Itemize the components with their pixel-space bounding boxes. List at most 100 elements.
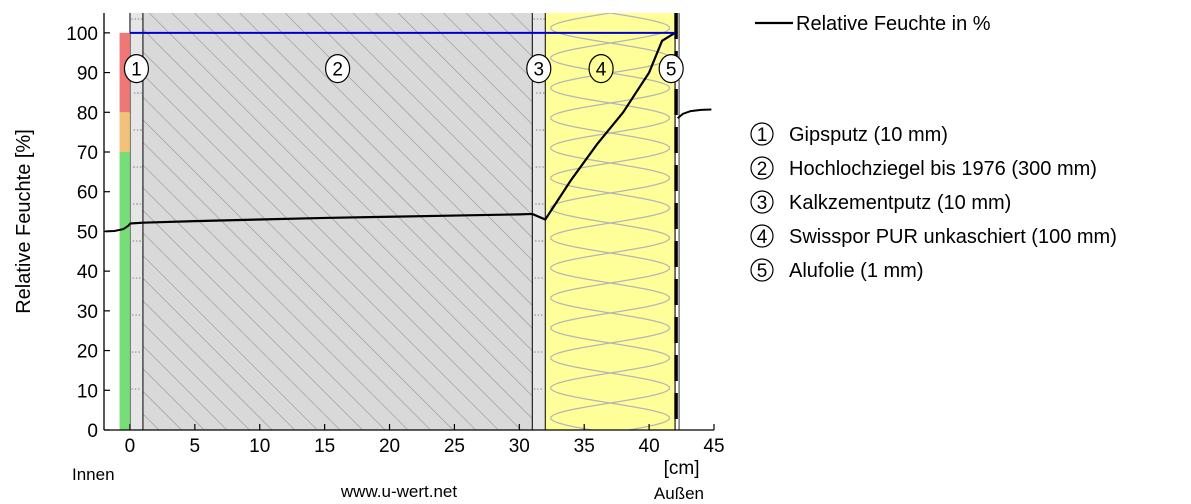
x-tick-label: 5 xyxy=(190,436,201,457)
plaster-dot xyxy=(136,203,138,205)
layer-marker-2 xyxy=(325,53,351,84)
plaster-dot xyxy=(536,92,538,94)
plaster-dot xyxy=(131,314,134,316)
air-curve-inside xyxy=(105,222,131,233)
legend-marker-1-number: 1 xyxy=(757,125,768,146)
watermark: www.u-wert.net xyxy=(340,482,457,501)
legend-label: Relative Feuchte in % xyxy=(796,13,991,35)
plaster-dot xyxy=(134,18,137,20)
plaster-dot xyxy=(138,314,141,316)
plaster-dot xyxy=(133,129,136,131)
plaster-dot xyxy=(138,351,140,353)
x-tick-label: 10 xyxy=(249,436,270,457)
plaster-dot xyxy=(131,388,134,390)
legend-marker-2 xyxy=(750,156,774,180)
y-tick-label: 0 xyxy=(87,421,98,442)
insulation-wave xyxy=(550,13,671,430)
air-curve-outside xyxy=(677,108,712,120)
x-tick-label: 0 xyxy=(125,436,136,457)
y-tick-label: 80 xyxy=(77,103,98,124)
plaster-dot xyxy=(533,388,536,390)
layer-marker-3-number: 3 xyxy=(533,60,544,81)
legend-marker-5-number: 5 xyxy=(757,261,768,282)
plaster-dot xyxy=(140,92,143,94)
plaster-dot xyxy=(541,314,543,316)
plaster-dot xyxy=(542,92,545,94)
plaster-dot xyxy=(136,129,139,131)
legend-layer-2: Hochlochziegel bis 1976 (300 mm) xyxy=(789,158,1097,180)
plaster-dot xyxy=(135,351,137,353)
wall-layers xyxy=(129,13,682,430)
plaster-dot xyxy=(139,166,142,168)
legend-layer-3: Kalkzementputz (10 mm) xyxy=(789,192,1011,214)
plaster-dot xyxy=(541,203,544,205)
layer-marker-1 xyxy=(123,53,150,84)
series-lines xyxy=(105,31,712,233)
layer-marker-1-number: 1 xyxy=(131,60,142,81)
x-axis-unit: [cm] xyxy=(664,458,700,479)
humidity-scale-70-80 xyxy=(119,112,130,152)
plaster-dot xyxy=(533,18,536,20)
plaster-dot xyxy=(138,277,141,279)
y-tick-label: 100 xyxy=(66,24,98,45)
plaster-dot xyxy=(539,129,541,131)
plaster-dot xyxy=(534,351,536,353)
plaster-dot xyxy=(135,240,138,242)
plaster-dot xyxy=(541,240,544,242)
y-tick-label: 20 xyxy=(77,342,98,363)
plaster-dot xyxy=(133,166,135,168)
layer-marker-3 xyxy=(526,53,552,84)
plaster-dot xyxy=(135,277,138,279)
layer-marker-5-number: 5 xyxy=(666,60,677,81)
plaster-dot xyxy=(542,166,544,168)
plaster-dot xyxy=(139,203,142,205)
y-tick-label: 90 xyxy=(77,64,98,85)
plaster-dot xyxy=(131,351,134,353)
insulation-wave xyxy=(550,13,671,430)
plaster-dot xyxy=(141,18,143,20)
layer-3-fill xyxy=(532,13,546,430)
legend-marker-2-number: 2 xyxy=(757,159,768,180)
humidity-scale-bar xyxy=(119,32,130,430)
x-tick-label: 45 xyxy=(703,436,724,457)
plaster-dot xyxy=(541,277,543,279)
layer-5-fill xyxy=(675,13,682,430)
y-tick-label: 30 xyxy=(77,302,98,323)
plaster-dot xyxy=(535,129,538,131)
layer-3 xyxy=(531,13,546,430)
legend-marker-1 xyxy=(750,122,774,146)
y-tick-label: 70 xyxy=(77,143,98,164)
plaster-dot xyxy=(140,129,142,131)
plaster-dot xyxy=(136,166,139,168)
legend-marker-3-number: 3 xyxy=(757,193,768,214)
humidity-scale-0-70 xyxy=(119,152,130,430)
legend-layer-5: Alufolie (1 mm) xyxy=(789,260,923,282)
x-tick-label: 35 xyxy=(574,436,595,457)
y-tick-label: 10 xyxy=(77,381,98,402)
layer-marker-4 xyxy=(588,53,614,84)
x-tick-label: 30 xyxy=(509,436,530,457)
x-tick-label: 15 xyxy=(314,436,335,457)
y-tick-label: 50 xyxy=(77,222,98,243)
plaster-dot xyxy=(538,166,541,168)
legend-marker-4 xyxy=(750,224,774,248)
legend-marker-3 xyxy=(750,190,774,214)
layer-1-fill xyxy=(129,13,143,430)
plaster-dot xyxy=(537,277,540,279)
plaster-dot xyxy=(543,18,545,20)
legend-marker-4-number: 4 xyxy=(757,227,768,248)
plaster-dot xyxy=(537,388,539,390)
plot-frame xyxy=(103,13,714,431)
layer-4-fill xyxy=(545,13,676,430)
x-tick-label: 20 xyxy=(379,436,400,457)
layer-marker-4-number: 4 xyxy=(596,60,607,81)
plaster-dot xyxy=(132,277,134,279)
x-tick-label: 25 xyxy=(444,436,465,457)
plaster-dot xyxy=(133,92,136,94)
plaster-dot xyxy=(542,129,545,131)
plaster-dot xyxy=(536,18,539,20)
outside-label: Außen xyxy=(654,484,704,503)
plaster-dot xyxy=(534,314,536,316)
y-tick-label: 40 xyxy=(77,262,98,283)
